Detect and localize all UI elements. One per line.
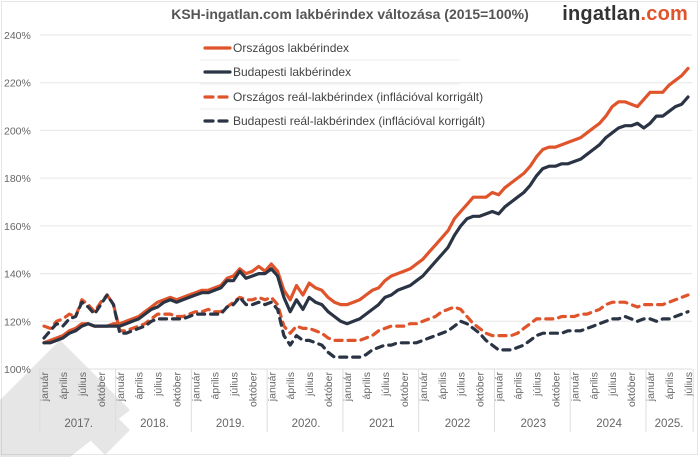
y-tick-label: 120%: [4, 316, 31, 328]
x-tick-label: április: [209, 372, 221, 399]
chart-title: KSH-ingatlan.com lakbérindex változása (…: [171, 6, 529, 22]
watermark-logo: [0, 340, 130, 457]
legend-label: Budapesti lakbérindex: [233, 65, 351, 79]
x-tick-label: július: [77, 372, 89, 397]
brand-suffix: .com: [640, 3, 688, 25]
y-tick-label: 240%: [4, 30, 31, 42]
x-tick-label: július: [228, 372, 240, 397]
x-tick-label: január: [418, 372, 430, 403]
brand-main: ingatlan: [562, 3, 641, 25]
x-tick-label: október: [247, 372, 259, 408]
x-tick-label: július: [304, 372, 316, 397]
x-tick-label: július: [531, 372, 543, 397]
year-label: 2021: [369, 418, 395, 430]
x-tick-label: április: [134, 372, 146, 399]
year-label: 2024: [596, 418, 622, 430]
x-tick-label: április: [437, 372, 449, 399]
x-tick-label: január: [569, 372, 581, 403]
x-tick-label: október: [323, 372, 335, 408]
y-tick-label: 200%: [4, 125, 31, 137]
x-tick-label: január: [494, 372, 506, 403]
y-tick-label: 220%: [4, 78, 31, 90]
x-tick-label: július: [380, 372, 392, 397]
x-tick-label: január: [266, 372, 278, 403]
x-tick-label: október: [96, 372, 108, 408]
x-tick-label: április: [513, 372, 525, 399]
x-tick-label: október: [172, 372, 184, 408]
year-label: 2017.: [64, 418, 93, 430]
year-label: 2022: [445, 418, 471, 430]
year-label: 2025.: [655, 418, 684, 430]
legend-label: Országos lakbérindex: [233, 41, 349, 55]
y-tick-label: 180%: [4, 173, 31, 185]
year-label: 2023: [521, 418, 547, 430]
x-tick-label: január: [645, 372, 657, 403]
y-tick-label: 100%: [4, 364, 31, 376]
series-line-0: [42, 66, 690, 345]
x-tick-label: január: [115, 372, 127, 403]
x-tick-label: július: [683, 372, 695, 397]
x-tick-label: április: [285, 372, 297, 399]
series-line-1: [42, 95, 690, 345]
x-tick-label: január: [39, 372, 51, 403]
y-tick-label: 140%: [4, 269, 31, 281]
x-tick-label: július: [607, 372, 619, 397]
year-label: 2018.: [140, 418, 169, 430]
x-tick-label: április: [58, 372, 70, 399]
legend-label: Országos reál-lakbérindex (inflációval k…: [233, 90, 483, 104]
x-tick-label: október: [399, 372, 411, 408]
x-tick-label: július: [456, 372, 468, 397]
x-tick-label: október: [475, 372, 487, 408]
x-tick-label: július: [153, 372, 165, 397]
series-line-3: [42, 293, 690, 359]
brand-logo: ingatlan.com: [562, 3, 688, 26]
y-tick-label: 160%: [4, 221, 31, 233]
series-line-2: [42, 293, 690, 342]
x-tick-label: április: [588, 372, 600, 399]
legend-label: Budapesti reál-lakbérindex (inflációval …: [233, 114, 485, 128]
x-tick-label: április: [664, 372, 676, 399]
year-label: 2019.: [216, 418, 245, 430]
x-tick-label: október: [626, 372, 638, 408]
year-label: 2020.: [292, 418, 321, 430]
legend: Országos lakbérindex Budapesti lakbérinde…: [200, 41, 485, 128]
x-tick-label: január: [191, 372, 203, 403]
x-tick-label: április: [361, 372, 373, 399]
x-tick-label: október: [550, 372, 562, 408]
x-tick-label: január: [342, 372, 354, 403]
